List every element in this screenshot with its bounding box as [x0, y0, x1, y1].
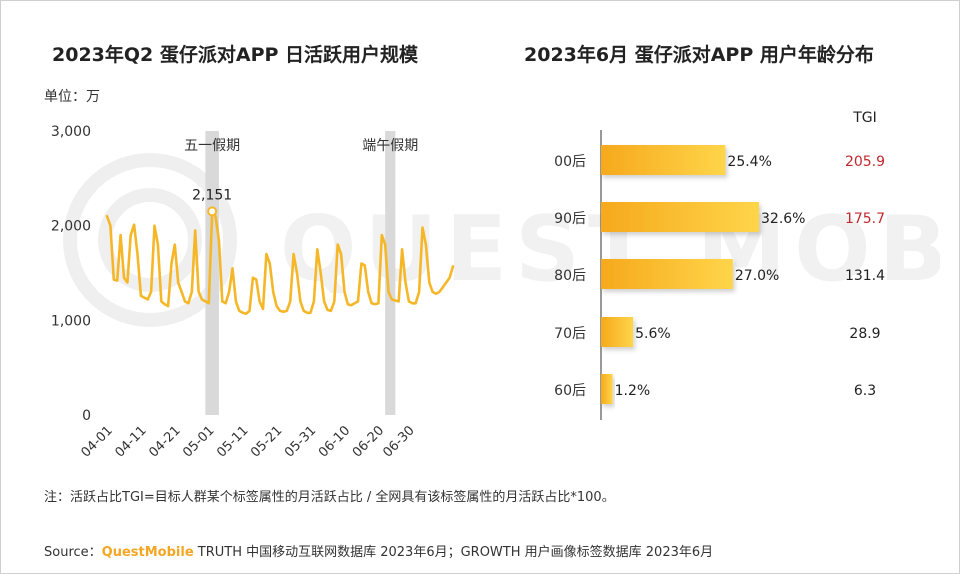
x-tick-label: 05-31 [282, 423, 319, 460]
dau-series-line [105, 210, 455, 316]
source-prefix: Source： [44, 545, 102, 560]
unit-label: 单位：万 [44, 89, 100, 105]
x-tick-label: 06-10 [316, 423, 353, 460]
x-tick-label: 06-30 [380, 423, 417, 460]
holiday-band-2 [385, 131, 396, 415]
footnote: 注：活跃占比TGI=目标人群某个标签属性的月活跃占比 / 全网具有该标签属性的月… [44, 490, 615, 505]
holiday-label-1: 五一假期 [184, 138, 240, 154]
holiday-band-1 [205, 131, 219, 415]
y-tick-label: 2,000 [51, 219, 91, 235]
peak-point [207, 206, 218, 217]
source-line: Source：QuestMobile TRUTH 中国移动互联网数据库 2023… [44, 541, 713, 560]
peak-label: 2,151 [192, 187, 232, 203]
source-text: TRUTH 中国移动互联网数据库 2023年6月；GROWTH 用户画像标签数据… [193, 545, 714, 560]
x-tick-label: 04-21 [146, 423, 183, 460]
x-tick-label: 05-11 [214, 423, 251, 460]
right-chart-title: 2023年6月 蛋仔派对APP 用户年龄分布 [524, 44, 874, 66]
x-tick-label: 05-21 [248, 423, 285, 460]
source-brand: QuestMobile [101, 545, 194, 560]
x-tick-label: 04-11 [112, 423, 149, 460]
left-chart-title: 2023年Q2 蛋仔派对APP 日活跃用户规模 [52, 44, 419, 66]
y-tick-label: 0 [82, 408, 91, 424]
x-tick-label: 04-01 [79, 423, 116, 460]
holiday-label-2: 端午假期 [362, 138, 418, 154]
x-tick-label: 05-01 [180, 423, 217, 460]
y-tick-label: 3,000 [51, 124, 91, 140]
x-tick-label: 06-20 [350, 423, 387, 460]
y-tick-label: 1,000 [51, 313, 91, 329]
